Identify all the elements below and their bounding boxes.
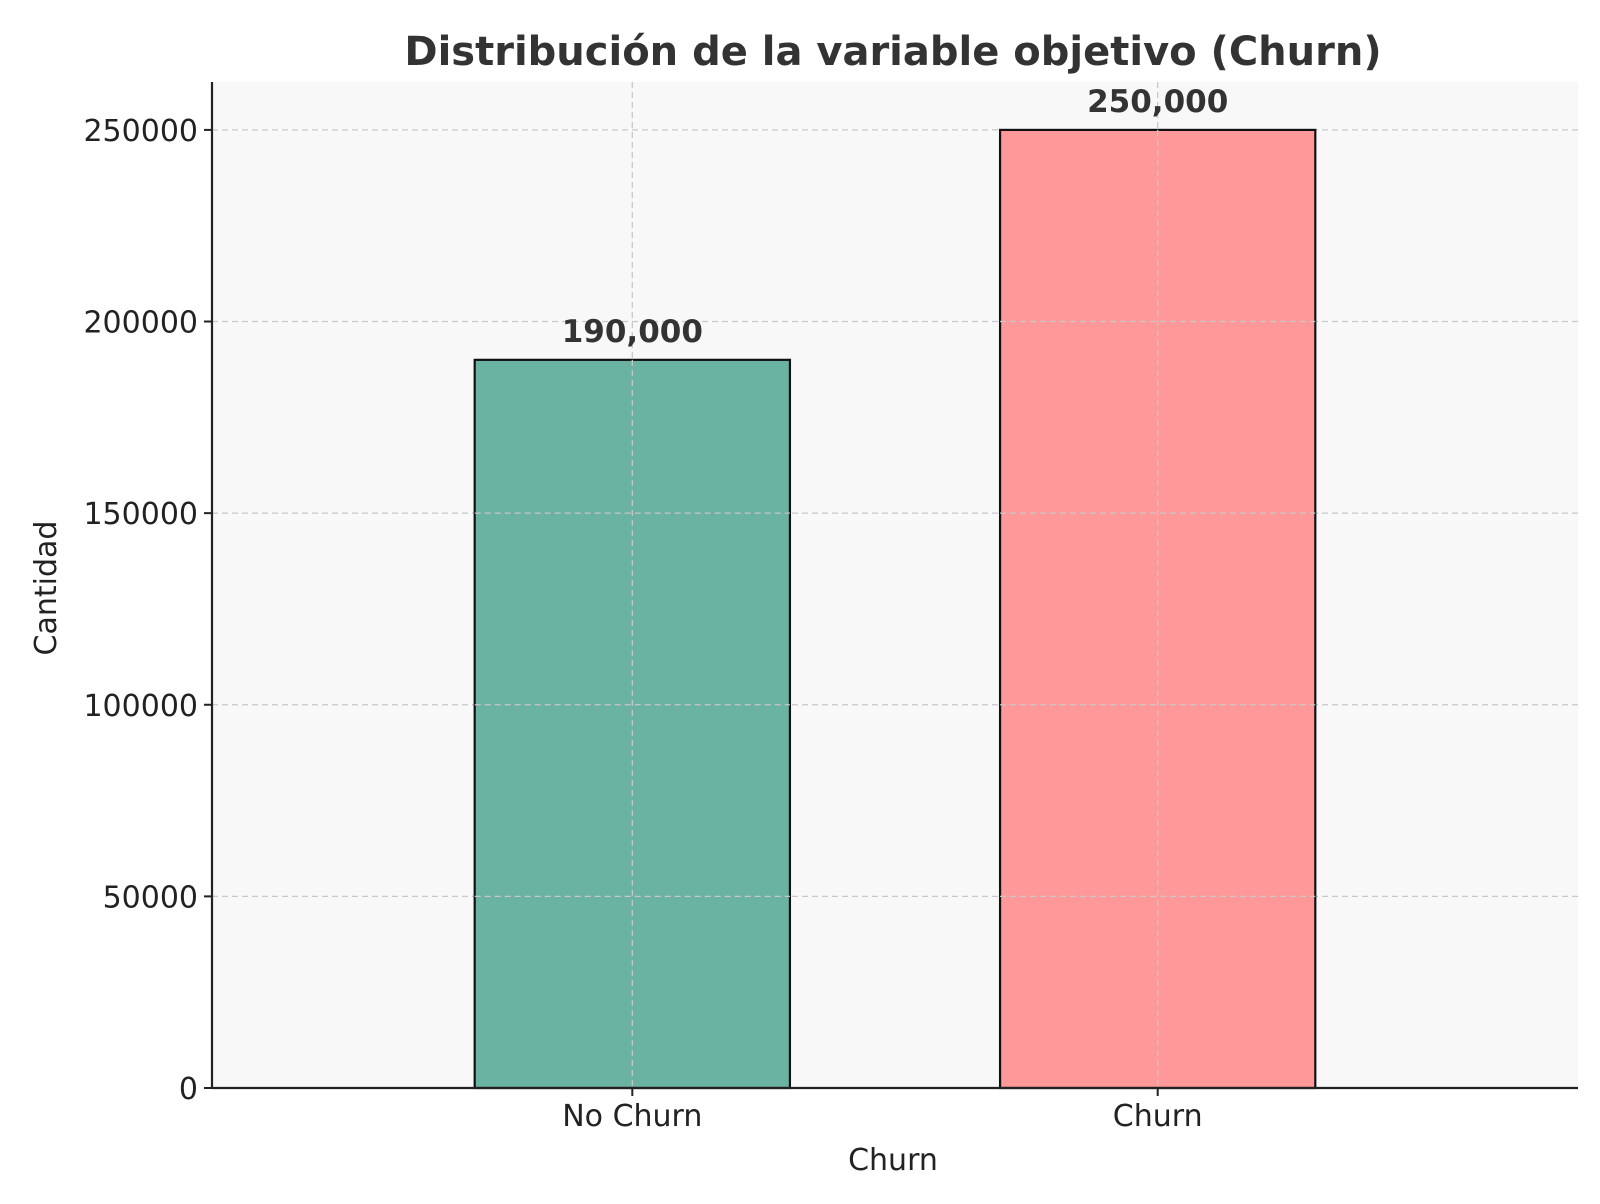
bar-value-label: 250,000 — [1087, 84, 1228, 120]
plot-area — [212, 82, 1578, 1088]
x-tick-label: No Churn — [562, 1099, 702, 1134]
y-tick-label: 150000 — [83, 497, 198, 532]
y-tick-label: 100000 — [83, 689, 198, 724]
y-tick-label: 0 — [179, 1072, 198, 1107]
y-tick-label: 50000 — [103, 880, 198, 915]
bar-churn — [998, 128, 1317, 1090]
bar-value-label: 190,000 — [562, 314, 703, 350]
axes: 0 50000 100000 150000 200000 250000 No Churn Ch… — [83, 82, 1578, 1134]
y-tick-label: 250000 — [83, 114, 198, 149]
x-axis-title: Churn — [848, 1143, 938, 1178]
data-labels: 190,000 250,000 — [562, 84, 1229, 350]
chart-title: Distribución de la variable objetivo (Ch… — [404, 29, 1381, 75]
x-tick-label: Churn — [1113, 1099, 1203, 1134]
y-axis-title: Cantidad — [29, 521, 64, 656]
bars — [473, 128, 1317, 1090]
y-tick-label: 200000 — [83, 306, 198, 341]
